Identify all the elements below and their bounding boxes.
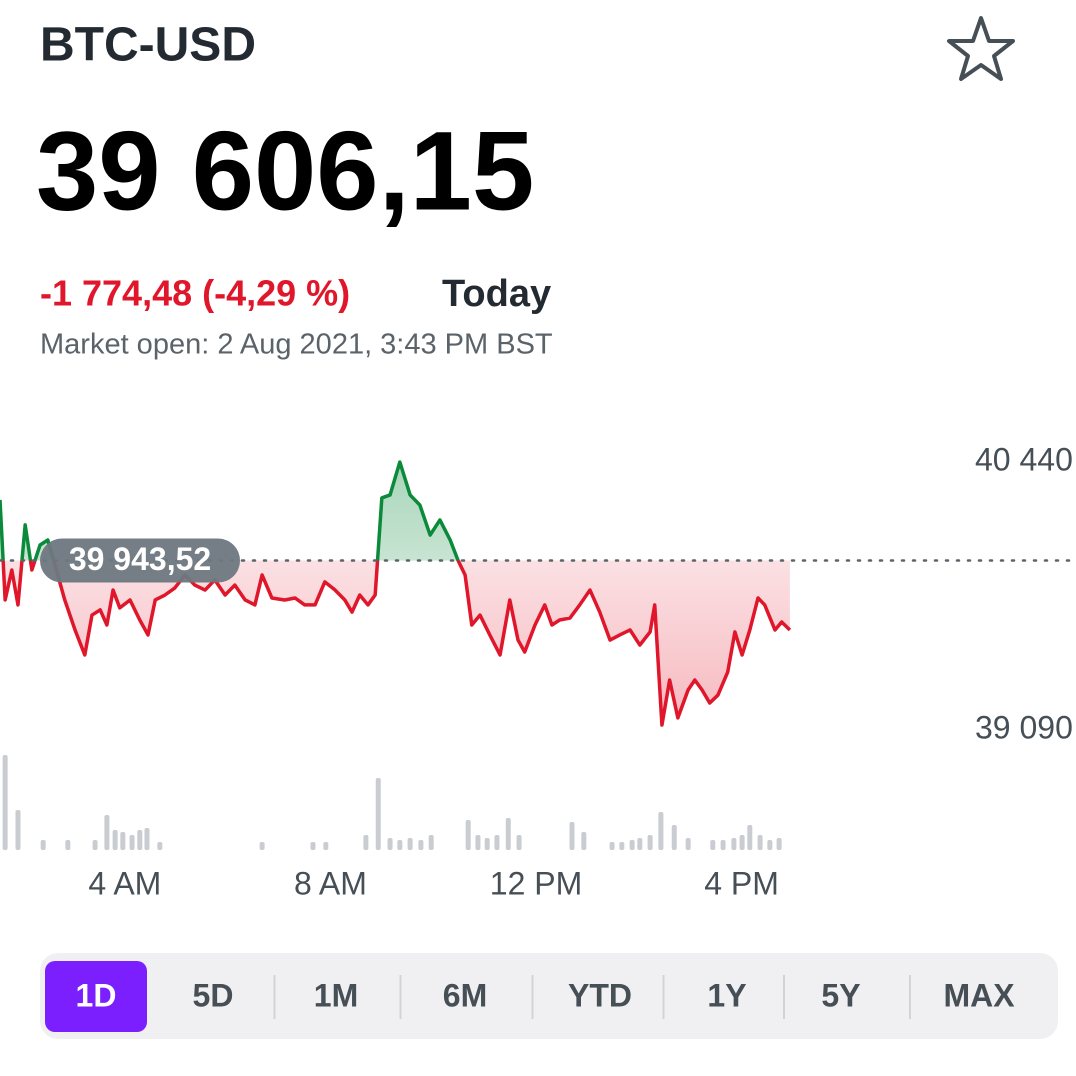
price-change: -1 774,48 (-4,29 %) — [40, 273, 350, 314]
volume-bar — [671, 825, 677, 850]
volume-bar — [516, 835, 522, 850]
range-tab[interactable]: 5D — [193, 977, 234, 1013]
volume-bar — [710, 840, 716, 850]
volume-bar — [92, 840, 98, 850]
volume-bar — [112, 830, 118, 850]
volume-bar — [581, 832, 587, 850]
volume-bar — [747, 825, 753, 850]
volume-bar — [323, 842, 329, 850]
range-tab[interactable]: 1Y — [707, 977, 746, 1013]
volume-bar — [757, 835, 763, 850]
range-tab[interactable]: YTD — [568, 977, 632, 1013]
volume-bar — [104, 815, 110, 850]
range-tab[interactable]: 1M — [314, 977, 358, 1013]
x-tick-label: 4 PM — [704, 865, 779, 901]
market-status: Market open: 2 Aug 2021, 3:43 PM BST — [40, 329, 553, 361]
volume-bar — [15, 810, 21, 850]
volume-bar — [259, 842, 265, 850]
y-tick-label: 39 090 — [975, 709, 1073, 745]
volume-bar — [629, 840, 635, 850]
area-up — [0, 462, 790, 561]
volume-bar — [418, 840, 424, 850]
range-tab[interactable]: MAX — [943, 977, 1015, 1013]
tab-group: 1D 5D 1M 6M YTD 1Y 5Y MAX — [45, 961, 1015, 1032]
price: 39 606,15 — [36, 109, 534, 234]
range-tabs — [40, 953, 1058, 1039]
volume-bar — [2, 755, 8, 850]
range-tab[interactable]: 5Y — [821, 977, 860, 1013]
x-tick-label: 4 AM — [88, 865, 161, 901]
volume-bar — [619, 842, 625, 850]
volume-bar — [475, 835, 481, 850]
volume-bar — [658, 812, 664, 850]
line-up — [0, 460, 461, 561]
symbol: BTC-USD — [40, 19, 256, 72]
favorite-star[interactable] — [947, 16, 1015, 81]
period: Today — [442, 273, 551, 315]
line-down — [1, 560, 792, 727]
volume-bar — [310, 842, 316, 850]
volume-bar — [767, 840, 773, 850]
volume-bar — [387, 838, 393, 850]
volume-bar — [363, 835, 369, 850]
volume-bar — [731, 838, 737, 850]
volume-bar — [637, 838, 643, 850]
volume-bar — [739, 835, 745, 850]
chart: 39 943,52 40 440 39 090 4 AM 8 AM 12 PM 4 PM — [0, 441, 1076, 901]
volume-bar — [569, 822, 575, 850]
tab-selected-bg[interactable] — [45, 961, 147, 1032]
volume-bar — [375, 778, 381, 850]
volume-bar — [609, 842, 615, 850]
reference-label-bg — [40, 538, 240, 583]
volume-bar — [428, 835, 434, 850]
volume-bar — [465, 820, 471, 850]
volume-bar — [129, 835, 135, 850]
x-tick-label: 12 PM — [490, 865, 582, 901]
reference-label: 39 943,52 — [69, 541, 211, 577]
volume-bar — [120, 832, 126, 850]
volume-bar — [65, 840, 71, 850]
volume-bar — [776, 838, 782, 850]
volume-bar — [685, 838, 691, 850]
volume-bar — [144, 828, 150, 850]
volume-bar — [494, 835, 500, 850]
y-tick-label: 40 440 — [975, 441, 1073, 477]
volume-bar — [505, 818, 511, 850]
volume-bar — [40, 840, 46, 850]
volume-bar — [157, 842, 163, 850]
volume-bar — [397, 840, 403, 850]
volume-bar — [137, 830, 143, 850]
volume-bar — [720, 840, 726, 850]
volume-bar — [647, 835, 653, 850]
volume-bar — [407, 838, 413, 850]
x-tick-label: 8 AM — [294, 865, 367, 901]
range-tab[interactable]: 1D — [76, 977, 117, 1013]
volume-bar — [484, 838, 490, 850]
range-tab[interactable]: 6M — [443, 977, 487, 1013]
